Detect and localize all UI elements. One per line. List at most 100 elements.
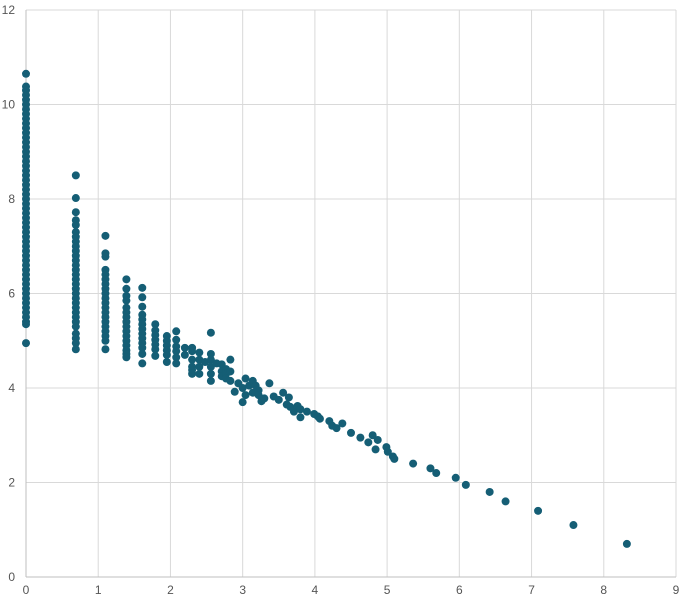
data-point (338, 419, 347, 428)
data-point (195, 362, 204, 371)
data-point (390, 454, 399, 463)
data-point (71, 208, 80, 217)
data-point (172, 359, 181, 368)
data-point (485, 487, 494, 496)
x-tick-label: 4 (312, 583, 319, 597)
data-point (501, 497, 510, 506)
data-point (122, 296, 131, 305)
data-point (151, 320, 160, 329)
data-point (101, 336, 110, 345)
data-point (226, 376, 235, 385)
data-point (451, 473, 460, 482)
x-tick-label: 8 (600, 583, 607, 597)
data-point (230, 387, 239, 396)
data-point (238, 384, 247, 392)
data-point (180, 343, 189, 352)
data-point (71, 171, 80, 180)
y-tick-labels: 0 2 4 6 8 10 12 (2, 3, 16, 584)
data-point (71, 322, 80, 331)
x-tick-label: 0 (23, 583, 30, 597)
data-point (383, 447, 392, 456)
data-point (226, 367, 235, 376)
data-point (226, 355, 235, 364)
data-point (206, 369, 215, 378)
data-point (71, 339, 80, 348)
data-point (347, 428, 355, 437)
data-point (296, 405, 305, 414)
data-point (172, 347, 181, 356)
data-point (22, 339, 30, 348)
data-point (274, 395, 283, 404)
data-point (195, 369, 204, 378)
data-point (432, 469, 441, 478)
data-point (315, 414, 324, 423)
y-tick-label: 0 (8, 570, 15, 584)
data-point (622, 539, 631, 548)
data-point (122, 353, 131, 362)
data-point (332, 424, 341, 433)
data-point (206, 349, 215, 358)
y-tick-label: 2 (8, 476, 15, 490)
data-point (195, 348, 204, 357)
data-point (138, 302, 147, 311)
data-point (368, 431, 377, 440)
data-points (22, 69, 631, 548)
x-tick-label: 7 (528, 583, 535, 597)
data-point (71, 345, 80, 354)
data-point (206, 328, 215, 337)
data-point (356, 433, 365, 442)
data-point (71, 194, 80, 203)
data-point (162, 350, 171, 359)
data-point (426, 464, 435, 473)
data-point (265, 379, 274, 388)
x-tick-label: 5 (384, 583, 391, 597)
data-point (241, 391, 250, 400)
data-point (461, 480, 470, 489)
data-point (409, 459, 418, 468)
x-tick-label: 9 (673, 583, 680, 597)
y-tick-label: 6 (8, 287, 15, 301)
data-point (188, 355, 197, 364)
data-point (172, 353, 181, 362)
data-point (188, 347, 197, 356)
grid-lines (26, 9, 677, 577)
data-point (206, 376, 215, 385)
data-point (180, 350, 189, 359)
data-point (138, 359, 147, 368)
data-point (151, 351, 160, 360)
data-point (22, 320, 30, 329)
data-point (138, 283, 147, 292)
x-tick-label: 3 (239, 583, 246, 597)
data-point (172, 327, 181, 336)
data-point (138, 343, 147, 352)
data-point (260, 394, 269, 403)
data-point (371, 445, 380, 454)
y-tick-label: 4 (8, 381, 15, 395)
data-point (569, 521, 578, 530)
data-point (534, 506, 543, 515)
data-point (238, 398, 247, 407)
x-tick-labels: 0 1 2 3 4 5 6 7 8 9 (23, 583, 680, 597)
data-point (373, 435, 382, 444)
data-point (206, 355, 215, 364)
data-point (302, 407, 311, 416)
data-point (279, 388, 288, 397)
data-point (296, 413, 305, 422)
data-point (241, 374, 250, 383)
x-tick-label: 1 (95, 583, 102, 597)
data-point (138, 293, 147, 302)
data-point (101, 252, 110, 261)
data-point (138, 349, 147, 358)
data-point (172, 335, 181, 344)
x-tick-label: 6 (456, 583, 463, 597)
data-point (162, 358, 171, 367)
data-point (151, 345, 160, 354)
data-point (122, 275, 131, 284)
data-point (289, 407, 298, 416)
y-tick-label: 8 (8, 192, 15, 206)
data-point (122, 284, 131, 293)
data-point (284, 393, 293, 402)
data-point (101, 231, 110, 240)
y-tick-label: 10 (2, 98, 16, 112)
data-point (364, 438, 373, 447)
